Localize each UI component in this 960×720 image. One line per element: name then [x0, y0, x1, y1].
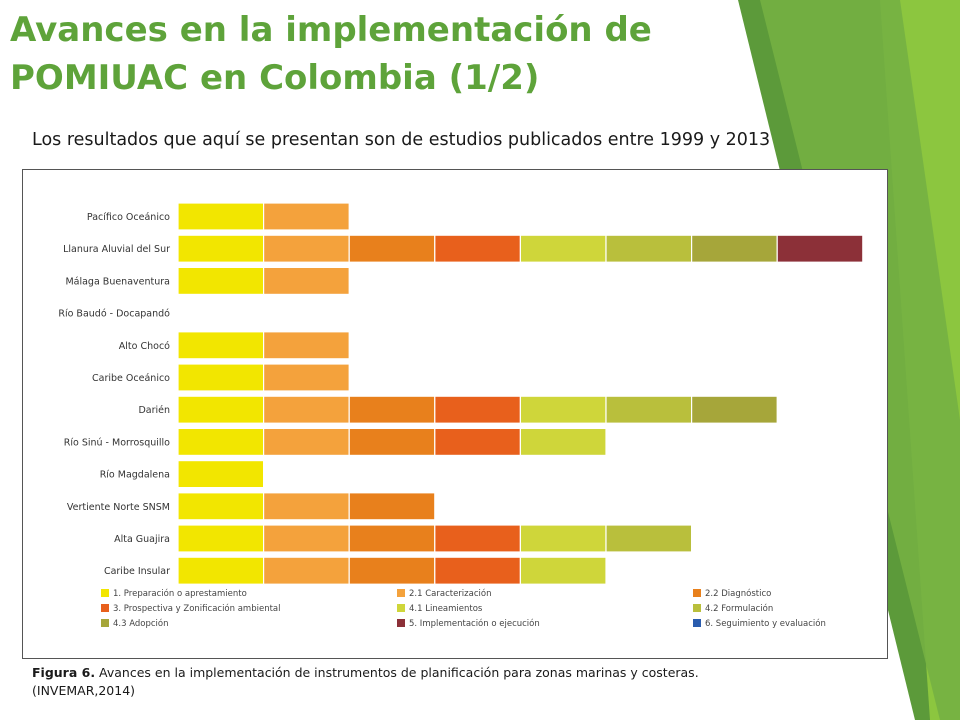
bar-segment	[263, 266, 350, 296]
figure-caption: Figura 6. Avances en la implementación d…	[32, 664, 832, 700]
category-label: Alto Chocó	[119, 341, 170, 352]
bar-segment	[434, 395, 521, 424]
category-label: Río Baudó - Docapandó	[58, 309, 170, 320]
chart-figure: Pacífico Oceánico Llanura Aluvial del Sur…	[22, 169, 888, 659]
category-label: Río Sinú - Morrosquillo	[64, 437, 170, 448]
bar-segment	[519, 427, 607, 456]
bar-segment	[348, 492, 436, 521]
bar-segment	[263, 427, 350, 456]
bar-segment	[348, 427, 436, 456]
bar-segment	[776, 234, 864, 263]
category-label: Caribe Oceánico	[92, 373, 170, 384]
category-label: Pacífico Oceánico	[87, 212, 170, 223]
bar-segment	[348, 524, 436, 553]
bar-segment	[177, 460, 265, 489]
legend-label: 5. Implementación o ejecución	[409, 618, 540, 629]
legend-label: 6. Seguimiento y evaluación	[705, 618, 826, 629]
caption-label: Figura 6.	[32, 665, 96, 680]
bar-segment	[177, 363, 265, 392]
chart-legend: 1. Preparación o aprestamiento 2.1 Caract…	[101, 588, 826, 629]
bar-segment	[263, 492, 350, 521]
bar-segment	[177, 202, 265, 231]
title-line-1: Avances en la implementación de	[10, 10, 652, 50]
legend-swatch	[693, 589, 701, 597]
slide-title: Avances en la implementación de POMIUAC …	[10, 6, 750, 102]
legend-label: 2.1 Caracterización	[409, 588, 491, 599]
category-label: Caribe Insular	[104, 566, 170, 577]
bar-segment	[434, 427, 521, 456]
legend-swatch	[101, 589, 109, 597]
category-label: Vertiente Norte SNSM	[67, 502, 170, 513]
bar-segment	[177, 556, 265, 585]
bar-segment	[605, 234, 693, 263]
legend-label: 4.2 Formulación	[705, 603, 773, 614]
caption-text: Avances en la implementación de instrume…	[95, 665, 699, 680]
bar-segment	[263, 363, 350, 392]
caption-source: (INVEMAR,2014)	[32, 683, 136, 698]
slide-subtitle: Los resultados que aquí se presentan son…	[32, 130, 771, 150]
legend-swatch	[101, 604, 109, 612]
stacked-bar-chart: Pacífico Oceánico Llanura Aluvial del Sur…	[58, 202, 864, 629]
bar-segment	[263, 234, 350, 263]
bar-segment	[519, 234, 607, 263]
bar-segment	[519, 395, 607, 424]
bar-segment	[605, 524, 693, 553]
category-label: Río Magdalena	[100, 470, 170, 481]
bar-segment	[177, 524, 265, 553]
bar-segment	[348, 556, 436, 585]
legend-swatch	[693, 604, 701, 612]
bar-segment	[434, 556, 521, 585]
bar-segment	[348, 395, 436, 424]
legend-swatch	[397, 619, 405, 627]
legend-label: 3. Prospectiva y Zonificación ambiental	[113, 603, 281, 614]
category-label: Llanura Aluvial del Sur	[63, 244, 170, 255]
bar-segment	[348, 234, 436, 263]
title-line-2: POMIUAC en Colombia (1/2)	[10, 58, 540, 98]
bar-segment	[177, 395, 265, 424]
legend-label: 1. Preparación o aprestamiento	[113, 588, 247, 599]
bar-segment	[263, 524, 350, 553]
legend-swatch	[397, 589, 405, 597]
legend-label: 2.2 Diagnóstico	[705, 588, 771, 599]
bar-segment	[263, 556, 350, 585]
legend-swatch	[693, 619, 701, 627]
bar-segment	[605, 395, 693, 424]
bar-segment	[519, 524, 607, 553]
bar-segment	[177, 492, 265, 521]
bar-segment	[690, 395, 778, 424]
bar-segment	[690, 234, 778, 263]
bar-segment	[519, 556, 607, 585]
bar-segment	[177, 266, 265, 296]
category-label: Darién	[138, 405, 170, 416]
bar-segment	[263, 395, 350, 424]
category-label: Alta Guajira	[114, 534, 170, 545]
legend-label: 4.3 Adopción	[113, 618, 169, 629]
legend-swatch	[101, 619, 109, 627]
bar-segment	[434, 234, 521, 263]
category-label: Málaga Buenaventura	[65, 276, 170, 287]
bar-segment	[177, 427, 265, 456]
bar-segment	[263, 202, 350, 231]
bar-segment	[177, 331, 265, 360]
chart-rows: Pacífico Oceánico Llanura Aluvial del Sur…	[58, 202, 864, 585]
bar-segment	[177, 234, 265, 263]
legend-swatch	[397, 604, 405, 612]
bar-segment	[434, 524, 521, 553]
bar-segment	[263, 331, 350, 360]
legend-label: 4.1 Lineamientos	[409, 604, 483, 614]
